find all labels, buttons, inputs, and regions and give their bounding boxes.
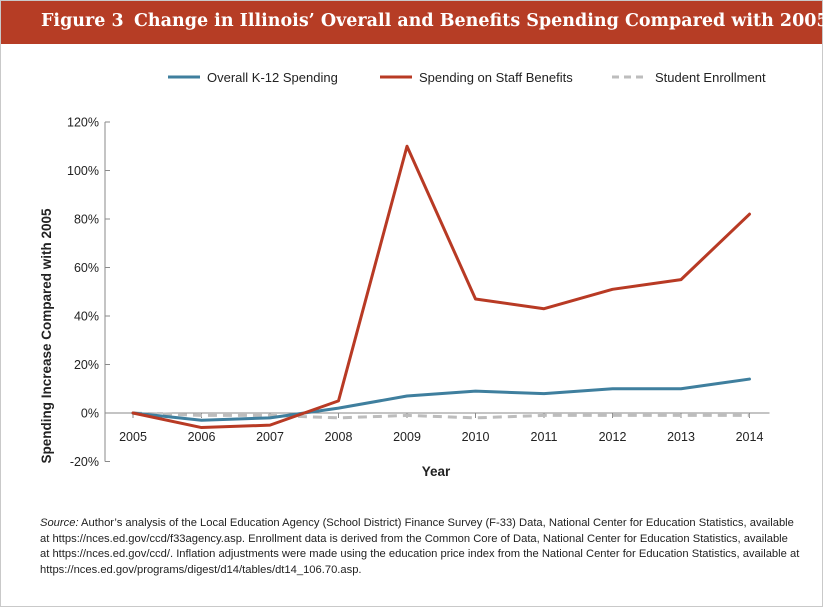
series-line-overall xyxy=(131,377,751,422)
y-tick-label: 0% xyxy=(81,407,99,421)
y-tick-label: -20% xyxy=(70,455,99,469)
x-tick-label: 2013 xyxy=(667,430,695,444)
legend-label-benefits: Spending on Staff Benefits xyxy=(419,70,573,85)
source-note: Source: Author’s analysis of the Local E… xyxy=(40,516,800,578)
y-tick-label: 40% xyxy=(74,310,99,324)
x-tick-label: 2007 xyxy=(256,430,284,444)
y-tick-label: 120% xyxy=(67,116,99,130)
figure-header: Figure 3 Change in Illinois’ Overall and… xyxy=(1,1,823,44)
source-label: Source: xyxy=(40,517,79,529)
x-tick-label: 2010 xyxy=(462,430,490,444)
x-tick-label: 2008 xyxy=(325,430,353,444)
source-text: Author’s analysis of the Local Education… xyxy=(40,517,800,576)
legend: Overall K-12 Spending Spending on Staff … xyxy=(168,70,766,85)
x-tick-label: 2006 xyxy=(188,430,216,444)
y-tick-label: 80% xyxy=(74,213,99,227)
line-chart: Overall K-12 Spending Spending on Staff … xyxy=(39,70,770,479)
y-tick-label: 100% xyxy=(67,164,99,178)
y-axis-title: Spending Increase Compared with 2005 xyxy=(39,208,54,464)
x-tick-label: 2009 xyxy=(393,430,421,444)
x-tick-label: 2014 xyxy=(736,430,764,444)
x-tick-label: 2011 xyxy=(531,430,558,444)
series-line-benefits xyxy=(131,144,751,430)
x-axis-title: Year xyxy=(422,464,451,479)
figure-title: Change in Illinois’ Overall and Benefits… xyxy=(134,11,823,31)
x-tick-label: 2012 xyxy=(599,430,627,444)
x-tick-label: 2005 xyxy=(119,430,147,444)
legend-label-overall: Overall K-12 Spending xyxy=(207,70,338,85)
y-tick-label: 20% xyxy=(74,358,99,372)
figure-label: Figure 3 xyxy=(41,11,124,31)
y-tick-label: 60% xyxy=(74,261,99,275)
series-line-enrollment xyxy=(132,411,750,420)
legend-label-enrollment: Student Enrollment xyxy=(655,70,766,85)
